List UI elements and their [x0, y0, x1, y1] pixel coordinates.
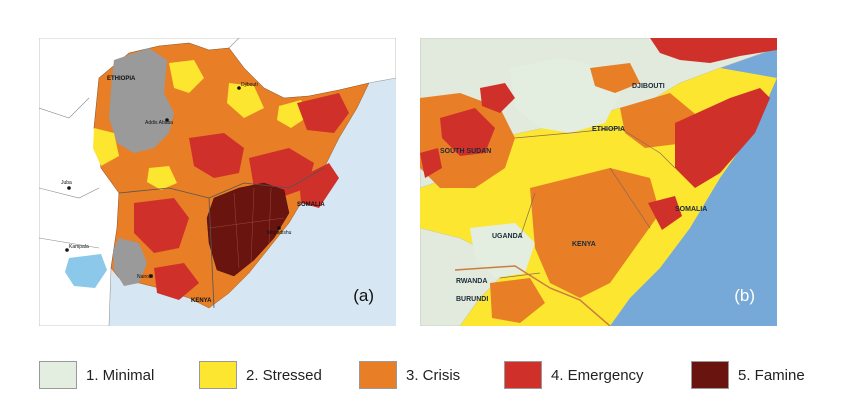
label-nairobi: Nairobi	[137, 274, 153, 280]
country-border	[39, 97, 100, 249]
region-emergency	[299, 163, 339, 208]
district-borders	[208, 187, 285, 269]
label-juba: Juba	[61, 180, 72, 186]
label-somalia: SOMALIA	[675, 206, 707, 213]
region-stressed	[227, 83, 264, 118]
region-emergency	[650, 38, 777, 63]
legend-swatch	[39, 361, 77, 389]
region-no-data-south	[113, 238, 147, 286]
label-addis: Addis Ababa	[145, 120, 173, 126]
region-minimal	[470, 223, 535, 278]
legend-swatch	[504, 361, 542, 389]
label-mogadishu: Mogadishu	[267, 230, 292, 236]
region-emergency	[675, 88, 770, 188]
region-emergency	[297, 93, 349, 133]
region-emergency	[420, 148, 442, 178]
region-emergency	[134, 198, 189, 253]
region-emergency	[440, 108, 495, 156]
label-kenya: KENYA	[572, 241, 596, 248]
region-emergency	[154, 263, 199, 300]
legend-label: 3. Crisis	[406, 367, 461, 384]
map-panel-b: DJIBOUTI ETHIOPIA SOUTH SUDAN SOMALIA UG…	[420, 38, 777, 326]
label-kenya: KENYA	[191, 298, 212, 304]
country-border	[118, 167, 325, 309]
map-panel-a: ETHIOPIA Djibouti Addis Ababa Juba Kampa…	[39, 38, 396, 326]
region-stressed	[147, 166, 177, 190]
city-marker	[149, 274, 153, 278]
region-famine	[206, 182, 290, 277]
region-crisis	[590, 63, 640, 93]
label-rwanda: RWANDA	[456, 278, 487, 285]
country-border	[499, 127, 676, 279]
city-marker	[277, 226, 281, 230]
legend-label: 2. Stressed	[246, 367, 322, 384]
region-emergency	[480, 83, 515, 113]
legend-swatch	[359, 361, 397, 389]
region-crisis	[530, 168, 660, 298]
lake-victoria	[65, 254, 107, 288]
panel-tag-b: (b)	[734, 286, 755, 305]
region-stressed	[93, 128, 119, 166]
legend-label: 4. Emergency	[551, 367, 644, 384]
label-kampala: Kampala	[69, 244, 89, 250]
map-a-svg: ETHIOPIA Djibouti Addis Ababa Juba Kampa…	[39, 38, 396, 326]
region-no-data	[109, 48, 174, 153]
city-marker	[237, 86, 241, 90]
label-ethiopia: ETHIOPIA	[107, 76, 136, 82]
label-uganda: UGANDA	[492, 233, 523, 240]
panel-tag-a: (a)	[353, 286, 374, 305]
map-b-svg: DJIBOUTI ETHIOPIA SOUTH SUDAN SOMALIA UG…	[420, 38, 777, 326]
label-south-sudan: SOUTH SUDAN	[440, 148, 491, 155]
legend-swatch	[199, 361, 237, 389]
legend: 1. Minimal 2. Stressed 3. Crisis 4. Emer…	[39, 361, 819, 391]
region-crisis	[490, 278, 545, 323]
label-djibouti: DJIBOUTI	[632, 83, 665, 90]
label-somalia: SOMALIA	[297, 202, 325, 208]
label-djibouti: Djibouti	[241, 82, 258, 88]
region-stressed	[169, 60, 204, 93]
legend-label: 1. Minimal	[86, 367, 155, 384]
region-emergency	[648, 196, 682, 230]
city-marker	[165, 118, 169, 122]
city-marker	[67, 186, 71, 190]
label-ethiopia: ETHIOPIA	[592, 126, 625, 133]
label-burundi: BURUNDI	[456, 296, 488, 303]
legend-label: 5. Famine	[738, 367, 805, 384]
city-marker	[65, 248, 69, 252]
region-emergency	[189, 133, 244, 178]
country-border	[454, 265, 611, 326]
legend-swatch	[691, 361, 729, 389]
